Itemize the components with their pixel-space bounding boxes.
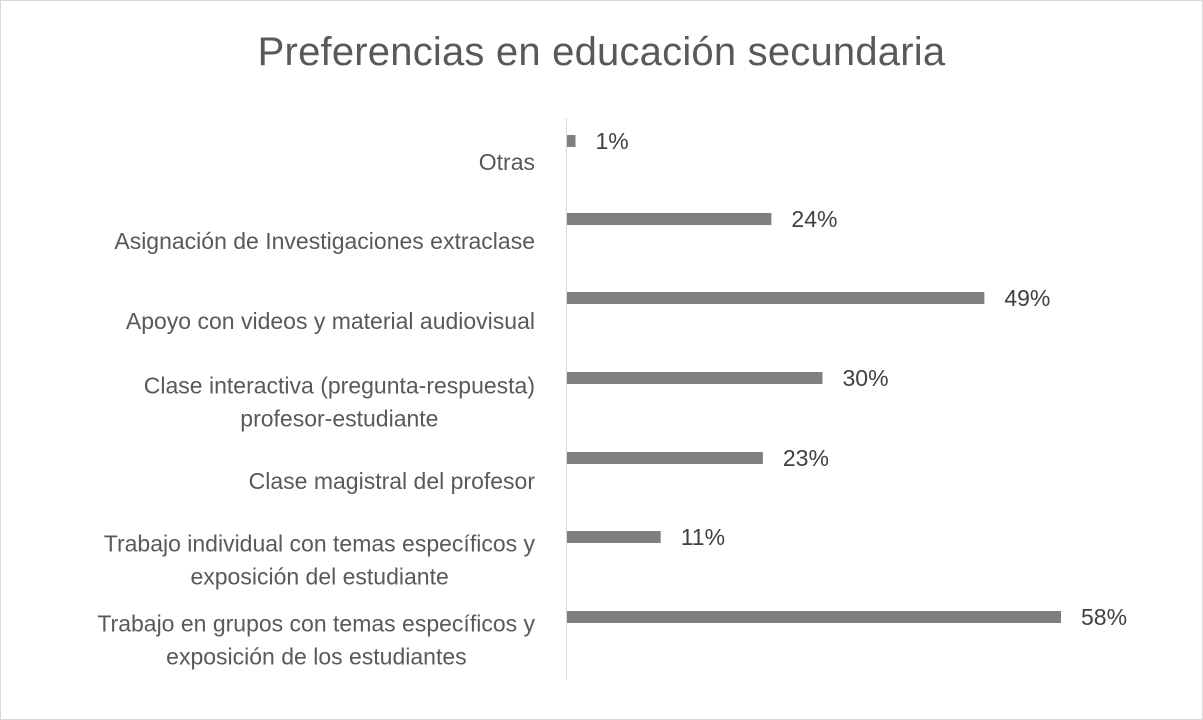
category-label-0: Otras xyxy=(479,149,535,175)
data-label-4: 23% xyxy=(783,445,829,471)
category-label-5-line-1: exposición del estudiante xyxy=(190,564,448,590)
data-label-6: 58% xyxy=(1081,604,1127,630)
data-label-5: 11% xyxy=(681,524,725,550)
data-label-3: 30% xyxy=(843,365,889,391)
category-label-3-line-0: Clase interactiva (pregunta-respuesta) xyxy=(144,373,535,399)
bar-4 xyxy=(567,452,763,464)
category-label-1-line-0: Asignación de Investigaciones extraclase xyxy=(114,228,535,254)
category-label-1: Asignación de Investigaciones extraclase xyxy=(114,228,535,254)
bar-3 xyxy=(567,372,823,384)
bar-5 xyxy=(567,531,661,543)
data-label-1: 24% xyxy=(791,206,837,232)
bar-0 xyxy=(567,135,576,147)
category-label-0-line-0: Otras xyxy=(479,149,535,175)
category-label-3-line-1: profesor-estudiante xyxy=(240,406,438,432)
data-label-0: 1% xyxy=(596,128,629,154)
bar-1 xyxy=(567,213,772,225)
category-label-5: Trabajo individual con temas específicos… xyxy=(104,531,536,590)
category-label-6-line-0: Trabajo en grupos con temas específicos … xyxy=(97,611,535,637)
category-label-3: Clase interactiva (pregunta-respuesta) pr… xyxy=(144,373,535,432)
category-label-6-line-1: exposición de los estudiantes xyxy=(166,644,466,670)
category-label-4: Clase magistral del profesor xyxy=(249,468,536,494)
category-label-4-line-0: Clase magistral del profesor xyxy=(249,468,536,494)
data-label-2: 49% xyxy=(1004,285,1050,311)
bar-2 xyxy=(567,292,985,304)
category-label-2: Apoyo con videos y material audiovisual xyxy=(126,308,535,334)
bar-6 xyxy=(567,611,1061,623)
category-label-5-line-0: Trabajo individual con temas específicos… xyxy=(104,531,536,557)
chart-title: Preferencias en educación secundaria xyxy=(257,30,946,74)
category-label-2-line-0: Apoyo con videos y material audiovisual xyxy=(126,308,535,334)
category-label-6: Trabajo en grupos con temas específicos … xyxy=(97,611,535,670)
